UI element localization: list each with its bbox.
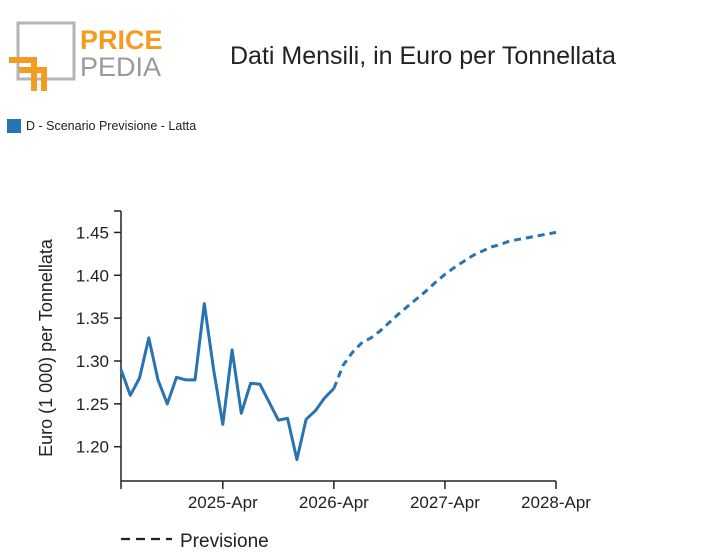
forecast-note-label: Previsione: [180, 531, 269, 552]
forecast-line: [332, 230, 557, 389]
series-line: [119, 302, 335, 462]
y-tick-label: 1.35: [76, 309, 109, 328]
pricepedia-logo: PRICE PEDIA: [9, 21, 163, 91]
logo-text-price: PRICE: [80, 25, 163, 55]
logo-text-pedia: PEDIA: [80, 52, 161, 82]
y-tick-label: 1.30: [76, 352, 109, 371]
x-tick-label: 2027-Apr: [410, 493, 480, 512]
y-axis-label: Euro (1 000) per Tonnellata: [36, 238, 56, 457]
chart-title: Dati Mensili, in Euro per Tonnellata: [230, 42, 616, 70]
legend-swatch: [7, 119, 21, 133]
x-tick-label: 2028-Apr: [521, 493, 591, 512]
y-tick-label: 1.25: [76, 395, 109, 414]
x-tick-label: 2025-Apr: [188, 493, 258, 512]
y-tick-label: 1.45: [76, 223, 109, 242]
legend: D - Scenario Previsione - Latta: [7, 119, 196, 133]
x-tick-label: 2026-Apr: [299, 493, 369, 512]
logo-mark: [9, 21, 76, 91]
y-tick-label: 1.40: [76, 266, 109, 285]
y-tick-label: 1.20: [76, 438, 109, 457]
legend-label: D - Scenario Previsione - Latta: [26, 119, 197, 133]
